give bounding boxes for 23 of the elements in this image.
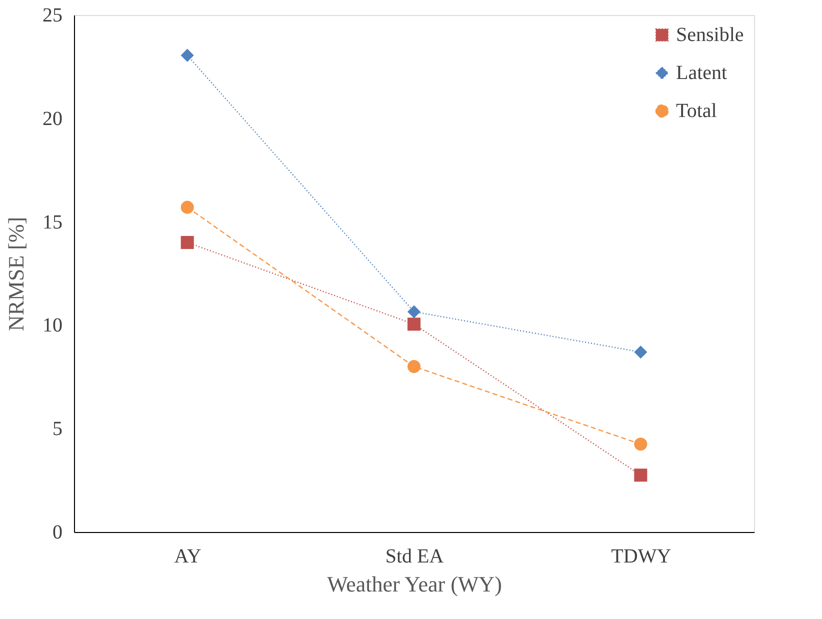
legend-label: Latent bbox=[676, 62, 728, 84]
point bbox=[634, 346, 648, 359]
point bbox=[180, 200, 194, 214]
y-tick-label: 10 bbox=[42, 314, 62, 337]
point bbox=[407, 318, 421, 331]
y-axis-title: NRMSE [%] bbox=[4, 216, 28, 332]
point bbox=[180, 48, 194, 62]
point bbox=[407, 360, 421, 374]
x-axis-title: Weather Year (WY) bbox=[327, 572, 502, 596]
legend-label: Sensible bbox=[676, 24, 744, 46]
point bbox=[634, 468, 648, 482]
legend-label: Total bbox=[676, 100, 718, 122]
y-tick-label: 5 bbox=[52, 418, 62, 440]
y-tick-label: 0 bbox=[52, 522, 62, 544]
point bbox=[180, 236, 194, 249]
y-tick-label: 15 bbox=[42, 211, 62, 234]
y-tick-label: 25 bbox=[42, 4, 62, 26]
x-tick-label: Std EA bbox=[385, 546, 444, 568]
x-tick-label: TDWY bbox=[611, 546, 672, 568]
x-tick-label: AY bbox=[174, 546, 202, 568]
point bbox=[407, 305, 421, 318]
point bbox=[634, 438, 648, 451]
y-tick-label: 20 bbox=[42, 108, 62, 130]
